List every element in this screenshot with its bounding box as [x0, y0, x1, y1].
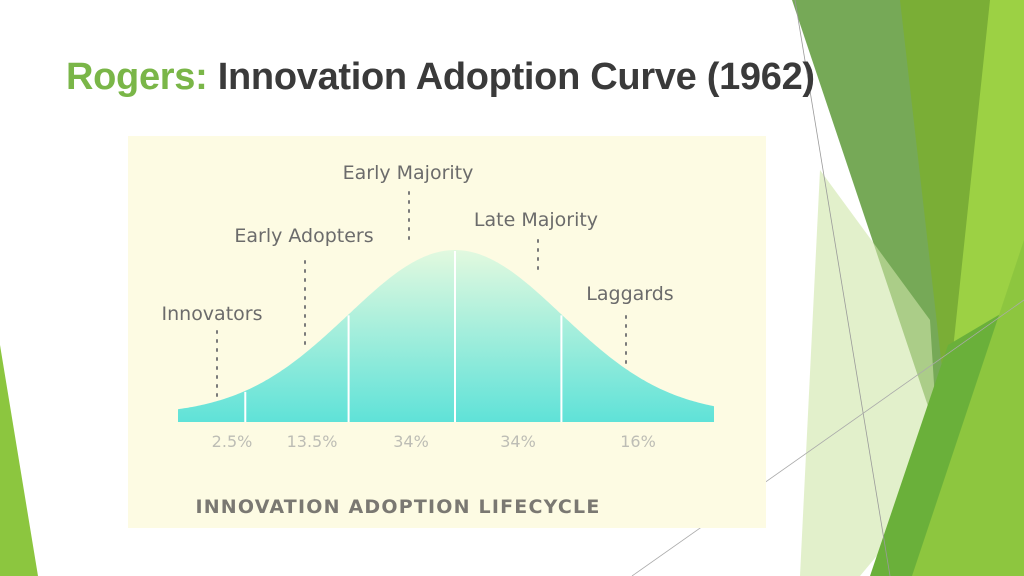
adoption-curve-svg: Innovators Early Adopters Early Majority La…	[128, 136, 766, 528]
segment-label: Laggards	[586, 283, 673, 305]
chart-title: INNOVATION ADOPTION LIFECYCLE	[195, 496, 600, 518]
decor-line-2	[631, 299, 1024, 576]
segment-label: Late Majority	[474, 209, 598, 231]
decor-line-1	[794, 0, 891, 576]
bell-curve-area	[178, 250, 714, 422]
left-green-sliver	[0, 345, 38, 576]
segment-label: Early Adopters	[234, 225, 373, 247]
percent-label: 16%	[620, 432, 656, 451]
percent-label: 34%	[393, 432, 429, 451]
right-olive-band	[900, 0, 1000, 420]
segment-label: Early Majority	[343, 162, 474, 184]
right-bright-green-band	[912, 240, 1024, 576]
segment-label: Innovators	[162, 303, 263, 325]
slide-title: Rogers: Innovation Adoption Curve (1962)	[66, 56, 815, 99]
adoption-curve-chart: Innovators Early Adopters Early Majority La…	[128, 136, 766, 528]
percent-label: 13.5%	[287, 432, 338, 451]
percent-label: 34%	[500, 432, 536, 451]
percent-label: 2.5%	[212, 432, 253, 451]
slide-title-text: Innovation Adoption Curve (1962)	[217, 56, 815, 98]
slide-title-accent: Rogers:	[66, 56, 208, 98]
